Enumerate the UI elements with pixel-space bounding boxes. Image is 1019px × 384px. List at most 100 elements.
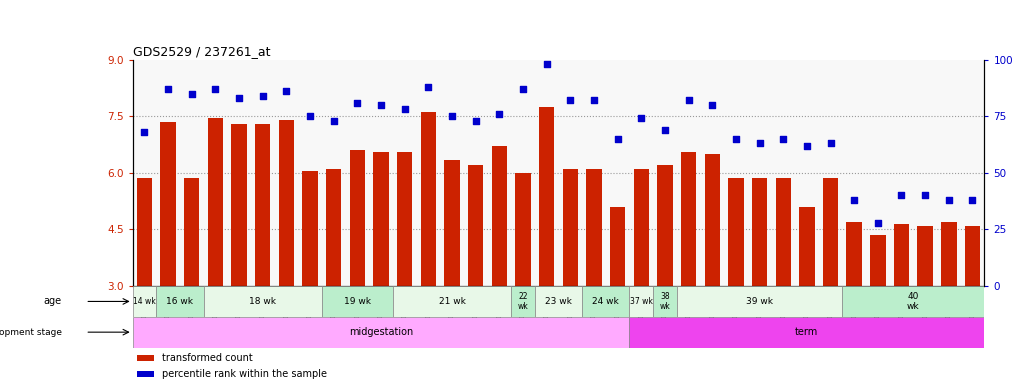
Point [585,97,601,103]
Point [821,140,838,146]
Point [608,136,625,142]
Bar [822,179,838,286]
Bar [302,171,317,286]
Point [633,115,649,121]
Bar [681,152,696,286]
Bar [350,150,365,286]
Bar [208,118,223,286]
Text: transformed count: transformed count [162,353,253,363]
Bar [538,107,553,286]
Point [845,197,861,203]
Bar [396,152,412,286]
Bar [846,222,861,286]
Bar [373,152,388,286]
Text: 38
wk: 38 wk [659,292,669,311]
Text: percentile rank within the sample: percentile rank within the sample [162,369,327,379]
Bar [869,235,884,286]
Point [491,111,507,117]
Text: age: age [44,296,61,306]
Bar [278,120,293,286]
Bar [534,286,582,317]
Point [467,118,483,124]
Text: 23 wk: 23 wk [544,297,572,306]
Point [916,192,932,199]
Point [703,102,719,108]
Text: GDS2529 / 237261_at: GDS2529 / 237261_at [132,45,270,58]
Point [774,136,791,142]
Bar [491,146,506,286]
Bar [609,207,625,286]
Text: 14 wk: 14 wk [132,297,156,306]
Bar [132,286,156,317]
Bar [231,124,247,286]
Bar [420,113,435,286]
Point [278,88,294,94]
Bar [515,173,530,286]
Point [255,93,271,99]
Text: 39 wk: 39 wk [745,297,772,306]
Bar [160,122,175,286]
Bar [652,286,676,317]
Point [893,192,909,199]
Bar [586,169,601,286]
Point [963,197,979,203]
Bar [799,207,814,286]
Bar [893,224,908,286]
Point [207,86,223,92]
Bar [326,169,341,286]
Bar [322,286,392,317]
Point [230,95,247,101]
Bar [468,165,483,286]
Point [183,91,200,97]
Bar [255,124,270,286]
Text: 40
wk: 40 wk [906,292,919,311]
Bar [132,317,629,348]
Bar [941,222,956,286]
Text: midgestation: midgestation [348,327,413,337]
Bar [183,179,200,286]
Text: 21 wk: 21 wk [438,297,465,306]
Bar [774,179,790,286]
Point [325,118,341,124]
Bar [629,286,652,317]
Bar [137,371,154,377]
Bar [156,286,204,317]
Bar [137,355,154,361]
Point [680,97,696,103]
Point [348,99,365,106]
Bar [629,317,983,348]
Point [396,106,413,113]
Bar [444,160,460,286]
Bar [392,286,511,317]
Point [561,97,578,103]
Bar [842,286,983,317]
Point [869,220,886,226]
Bar [751,179,766,286]
Point [656,127,673,133]
Text: 19 wk: 19 wk [343,297,371,306]
Point [420,84,436,90]
Text: 24 wk: 24 wk [592,297,619,306]
Bar [582,286,629,317]
Bar [964,226,979,286]
Bar [916,226,932,286]
Point [751,140,767,146]
Point [798,142,814,149]
Text: 37 wk: 37 wk [629,297,652,306]
Bar [656,165,672,286]
Bar [676,286,842,317]
Bar [562,169,578,286]
Bar [704,154,719,286]
Point [160,86,176,92]
Text: development stage: development stage [0,328,61,337]
Bar [204,286,322,317]
Text: term: term [795,327,817,337]
Text: 22
wk: 22 wk [517,292,528,311]
Point [538,61,554,67]
Point [940,197,956,203]
Point [373,102,389,108]
Point [137,129,153,135]
Point [302,113,318,119]
Bar [137,179,152,286]
Bar [511,286,534,317]
